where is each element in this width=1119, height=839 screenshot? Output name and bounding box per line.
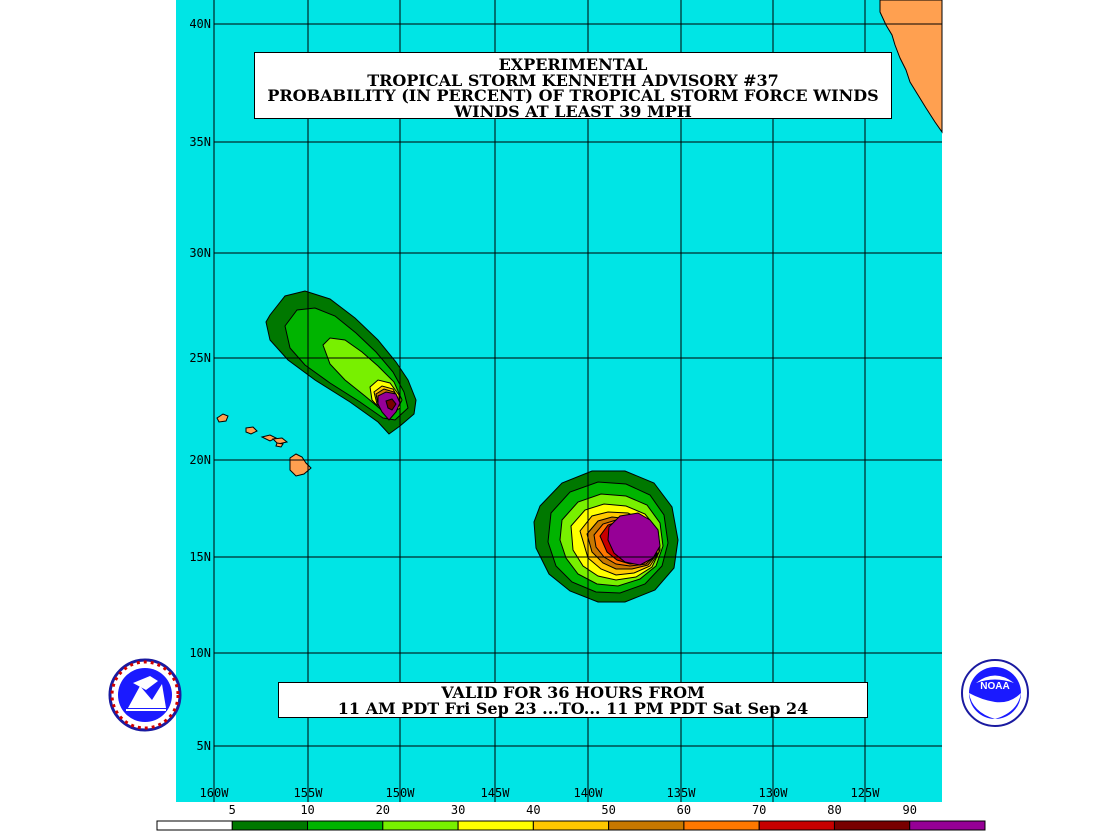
lon-label: 160W (200, 786, 230, 800)
scale-label: 50 (601, 803, 615, 817)
scale-label: 20 (376, 803, 390, 817)
lon-label: 140W (574, 786, 604, 800)
lon-label: 155W (294, 786, 324, 800)
scale-swatch (833, 820, 911, 831)
lat-label: 25N (189, 351, 211, 365)
lat-label: 35N (189, 135, 211, 149)
scale-swatch (231, 820, 309, 831)
scale-swatch (683, 820, 760, 831)
scale-label: 30 (451, 803, 465, 817)
storm-1-probability-contours (265, 290, 417, 435)
title-line-1: EXPERIMENTAL (498, 55, 648, 74)
north-america-coast (879, 0, 943, 134)
ocean-area (176, 0, 942, 802)
noaa-logo: NOAA (961, 659, 1029, 727)
scale-swatch (156, 820, 233, 831)
title-line-4: WINDS AT LEAST 39 MPH (454, 101, 692, 121)
latitude-labels: 40N 35N 30N 25N 20N 15N 10N 5N (189, 17, 211, 753)
contour-core (385, 398, 397, 411)
scale-swatch (382, 820, 459, 831)
probability-color-scale (156, 820, 986, 831)
title-box: EXPERIMENTAL TROPICAL STORM KENNETH ADVI… (254, 52, 892, 119)
scale-swatch (307, 820, 384, 831)
lat-label: 5N (197, 739, 211, 753)
title-line-3: PROBABILITY (IN PERCENT) OF TROPICAL STO… (267, 86, 879, 105)
scale-swatch (608, 820, 685, 831)
valid-line-2: 11 AM PDT Fri Sep 23 ...TO... 11 PM PDT … (337, 699, 809, 718)
lon-label: 125W (851, 786, 881, 800)
scale-swatch (909, 820, 986, 831)
longitude-labels: 160W 155W 150W 145W 140W 135W 130W 125W (200, 786, 881, 800)
scale-label: 60 (677, 803, 691, 817)
valid-time-box: VALID FOR 36 HOURS FROM 11 AM PDT Fri Se… (278, 682, 868, 718)
scale-swatch (758, 820, 835, 831)
lat-label: 10N (189, 646, 211, 660)
probability-scale-labels: 5 10 20 30 40 50 60 70 80 90 (229, 803, 917, 817)
scale-label: 5 (229, 803, 236, 817)
lat-label: 30N (189, 246, 211, 260)
storm-2-probability-contours (533, 470, 679, 603)
scale-label: 80 (827, 803, 841, 817)
contour-90 (607, 512, 661, 566)
valid-line-1: VALID FOR 36 HOURS FROM (441, 683, 705, 702)
nws-logo (108, 658, 182, 732)
lon-label: 130W (759, 786, 789, 800)
scale-label: 40 (526, 803, 540, 817)
scale-swatch (532, 820, 610, 831)
lat-label: 20N (189, 453, 211, 467)
scale-label: 90 (903, 803, 917, 817)
lat-label: 15N (189, 550, 211, 564)
noaa-logo-text: NOAA (980, 681, 1009, 692)
lon-label: 135W (667, 786, 697, 800)
lon-label: 145W (481, 786, 511, 800)
title-line-2: TROPICAL STORM KENNETH ADVISORY #37 (367, 70, 779, 90)
hawaiian-islands (216, 413, 312, 477)
scale-label: 70 (752, 803, 766, 817)
lon-label: 150W (386, 786, 416, 800)
lat-label: 40N (189, 17, 211, 31)
lat-lon-grid (213, 0, 942, 802)
scale-label: 10 (300, 803, 314, 817)
scale-swatch (457, 820, 534, 831)
